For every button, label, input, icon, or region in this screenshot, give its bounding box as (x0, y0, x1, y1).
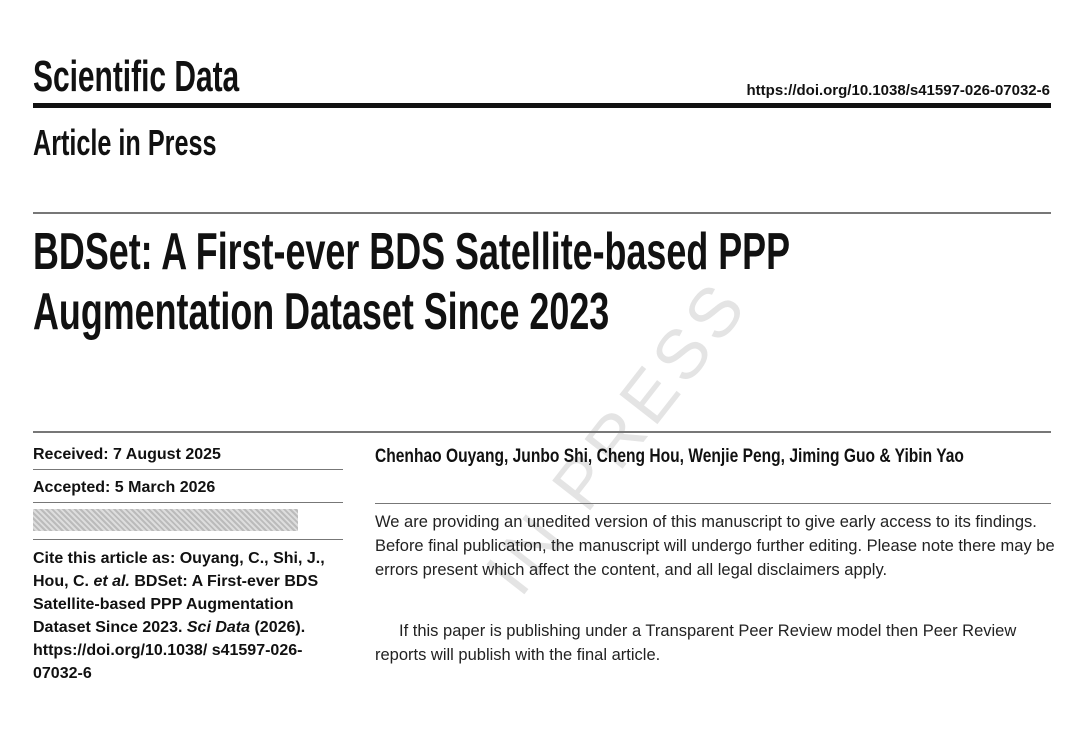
journal-name: Scientific Data (33, 52, 240, 101)
received-date: Received: 7 August 2025 (33, 446, 221, 463)
article-status: Article in Press (33, 122, 217, 163)
authors-rule (375, 503, 1051, 504)
citation-text: BDSet: A First-ever BDS Satellite-based … (33, 573, 319, 636)
header-rule (33, 103, 1051, 108)
title-line: Augmentation Dataset Since 2023 (33, 283, 610, 341)
title-rule (33, 212, 1051, 214)
citation: Cite this article as: Ouyang, C., Shi, J… (33, 547, 343, 685)
citation-text: (2026). https://doi.org/10.1038/ s41597-… (33, 619, 306, 682)
citation-text: Cite this article as: Ouyang, C., Shi, J… (33, 550, 325, 590)
body-paragraph: If this paper is publishing under a Tran… (375, 622, 1017, 664)
sidebar-rule (33, 502, 343, 503)
accepted-date: Accepted: 5 March 2026 (33, 479, 216, 496)
sidebar-rule (33, 469, 343, 470)
section-rule (33, 431, 1051, 433)
citation-etal: et al. (93, 573, 130, 590)
doi: https://doi.org/10.1038/s41597-026-07032… (746, 82, 1051, 99)
title-line: BDSet: A First-ever BDS Satellite-based … (33, 223, 791, 281)
sidebar-rule (33, 539, 343, 540)
redacted-field (33, 509, 298, 531)
authors: Chenhao Ouyang, Junbo Shi, Cheng Hou, We… (375, 446, 964, 467)
body-paragraph: We are providing an unedited version of … (375, 513, 1055, 579)
citation-journal: Sci Data (186, 619, 251, 636)
